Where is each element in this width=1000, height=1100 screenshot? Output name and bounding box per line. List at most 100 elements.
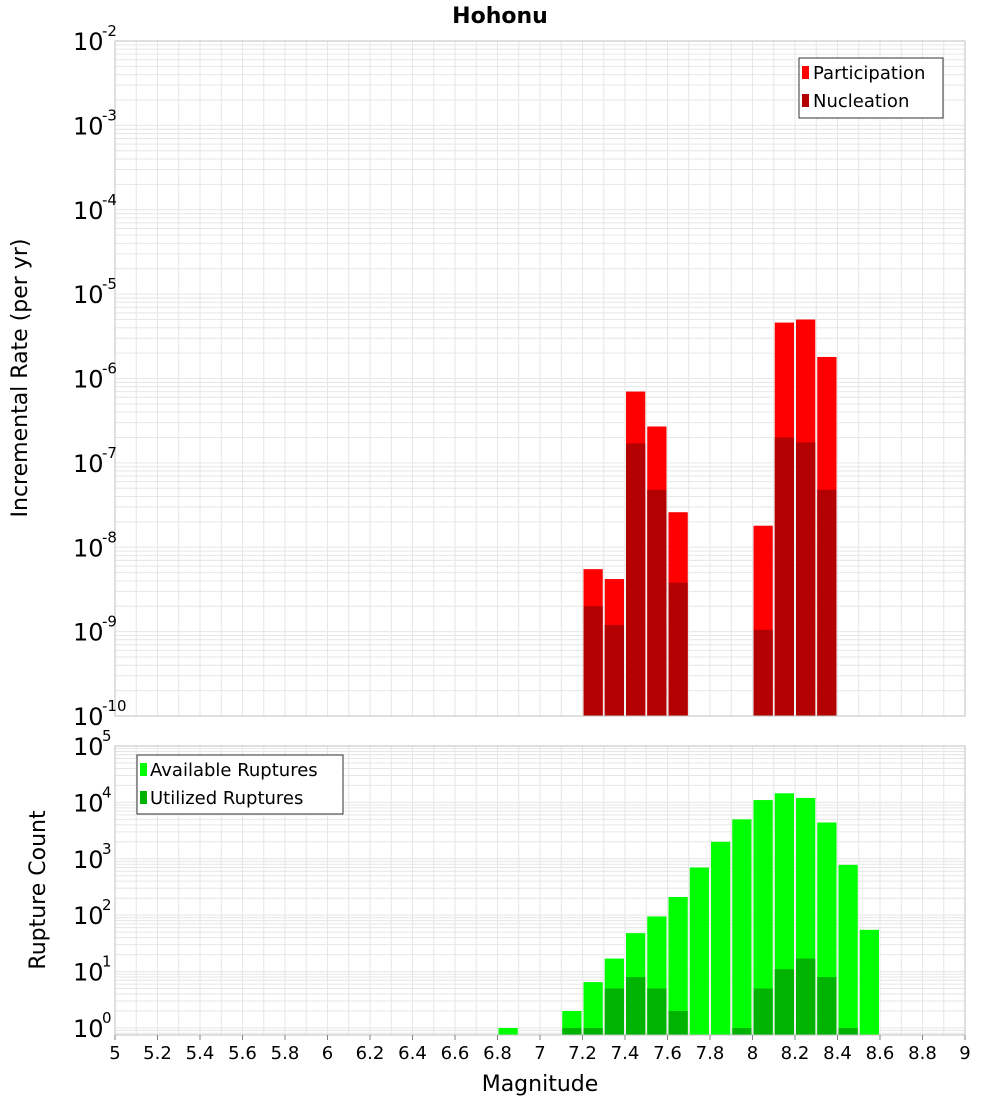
count-y-tick-label: 10 <box>73 1015 104 1043</box>
x-tick-label: 5.6 <box>228 1043 257 1064</box>
rate-y-tick-exponent: -8 <box>102 528 117 546</box>
x-tick-label: 6 <box>322 1043 333 1064</box>
rate-y-tick-exponent: -4 <box>102 191 117 209</box>
x-tick-label: 8.4 <box>823 1043 852 1064</box>
utilized-legend-swatch <box>140 791 147 804</box>
x-tick-label: 7.2 <box>568 1043 597 1064</box>
count-y-tick-exponent: 1 <box>102 953 112 971</box>
rate-y-tick-exponent: -6 <box>102 360 117 378</box>
utilized-ruptures-bar <box>774 969 794 1035</box>
utilized-ruptures-bar <box>647 988 667 1035</box>
utilized-ruptures-bar <box>668 1010 688 1035</box>
count-y-tick-exponent: 0 <box>102 1009 112 1027</box>
rate-y-tick-exponent: -2 <box>102 22 117 40</box>
rate-y-tick-label: 10 <box>73 281 104 309</box>
available-legend-swatch <box>140 763 147 776</box>
rate-y-tick-label: 10 <box>73 619 104 647</box>
available-ruptures-bar <box>753 800 773 1035</box>
nucleation-bar <box>626 443 646 716</box>
rate-y-tick-label: 10 <box>73 534 104 562</box>
rate-y-tick-label: 10 <box>73 28 104 56</box>
rate-y-tick-label: 10 <box>73 197 104 225</box>
nucleation-bar <box>668 582 688 716</box>
rate-bars <box>583 319 837 716</box>
utilized-ruptures-bar <box>604 988 624 1035</box>
available-ruptures-bar <box>498 1027 518 1035</box>
x-tick-label: 9 <box>959 1043 970 1064</box>
nucleation-bar <box>817 489 837 716</box>
chart-title: Hohonu <box>452 4 548 29</box>
utilized-ruptures-bar <box>796 958 816 1035</box>
count-legend: Available Ruptures Utilized Ruptures <box>136 754 344 815</box>
rate-plot-frame <box>114 40 966 717</box>
rate-y-tick-exponent: -7 <box>102 444 117 462</box>
count-legend-box <box>136 754 344 815</box>
count-y-tick-exponent: 4 <box>102 783 112 801</box>
rate-y-tick-label: 10 <box>73 112 104 140</box>
x-axis-label: Magnitude <box>482 1072 599 1097</box>
count-y-tick-exponent: 2 <box>102 896 112 914</box>
count-y-tick-label: 10 <box>73 789 104 817</box>
x-tick-label: 5.8 <box>271 1043 300 1064</box>
nucleation-bar <box>583 606 603 716</box>
x-tick-label: 7 <box>534 1043 545 1064</box>
count-y-tick-label: 10 <box>73 733 104 761</box>
nucleation-bar <box>647 489 667 716</box>
available-ruptures-bar <box>689 867 709 1035</box>
x-tick-label: 6.4 <box>398 1043 427 1064</box>
nucleation-bar <box>604 624 624 716</box>
x-tick-label: 5.4 <box>186 1043 215 1064</box>
count-y-tick-exponent: 5 <box>102 727 112 745</box>
utilized-ruptures-bar <box>817 977 837 1035</box>
utilized-ruptures-bar <box>562 1027 582 1035</box>
utilized-ruptures-bar <box>626 977 646 1035</box>
count-y-tick-label: 10 <box>73 846 104 874</box>
rate-y-tick-label: 10 <box>73 450 104 478</box>
x-tick-label: 6.8 <box>483 1043 512 1064</box>
available-ruptures-bar <box>732 819 752 1035</box>
participation-legend-label: Participation <box>813 63 925 84</box>
available-ruptures-bar <box>583 982 603 1035</box>
rate-y-tick-exponent: -5 <box>102 275 117 293</box>
x-tick-label: 5 <box>109 1043 120 1064</box>
rate-y-ticks: 10-210-310-410-510-610-710-810-910-10 <box>73 22 127 731</box>
utilized-ruptures-bar <box>583 1027 603 1035</box>
available-ruptures-bar <box>711 841 731 1035</box>
nucleation-bar <box>796 442 816 716</box>
rate-gridlines <box>115 41 965 716</box>
count-y-tick-label: 10 <box>73 902 104 930</box>
utilized-ruptures-bar <box>753 988 773 1035</box>
available-ruptures-bar <box>838 864 858 1035</box>
rate-legend-box <box>798 57 944 119</box>
x-tick-label: 8.6 <box>866 1043 895 1064</box>
rate-y-tick-exponent: -10 <box>102 697 127 715</box>
available-ruptures-bar <box>668 897 688 1035</box>
x-tick-label: 7.4 <box>611 1043 640 1064</box>
x-tick-label: 5.2 <box>143 1043 172 1064</box>
nucleation-legend-label: Nucleation <box>813 91 909 112</box>
count-y-tick-exponent: 3 <box>102 840 112 858</box>
available-ruptures-bar <box>859 929 879 1035</box>
x-tick-label: 8.2 <box>781 1043 810 1064</box>
x-tick-label: 6.6 <box>441 1043 470 1064</box>
rate-y-tick-exponent: -3 <box>102 106 117 124</box>
nucleation-bar <box>774 437 794 716</box>
participation-legend-swatch <box>802 66 809 79</box>
x-tick-label: 8.8 <box>908 1043 937 1064</box>
utilized-ruptures-bar <box>838 1027 858 1035</box>
x-tick-label: 7.6 <box>653 1043 682 1064</box>
rate-y-tick-exponent: -9 <box>102 613 117 631</box>
utilized-legend-label: Utilized Ruptures <box>150 788 303 809</box>
nucleation-bar <box>753 629 773 716</box>
x-tick-label: 8 <box>747 1043 758 1064</box>
available-legend-label: Available Ruptures <box>150 760 318 781</box>
rate-panel: 10-210-310-410-510-610-710-810-910-10 In… <box>8 22 966 731</box>
magnitude-x-ticks: 5 5.2 5.4 5.6 5.8 6 6.2 6.4 6.6 6.8 7 7.2 7.4 7.6 7.8 8… <box>109 1035 971 1064</box>
x-tick-label: 6.2 <box>356 1043 385 1064</box>
rate-legend: Participation Nucleation <box>798 57 944 119</box>
count-y-axis-label: Rupture Count <box>26 810 51 970</box>
rate-y-axis-label: Incremental Rate (per yr) <box>8 239 33 518</box>
